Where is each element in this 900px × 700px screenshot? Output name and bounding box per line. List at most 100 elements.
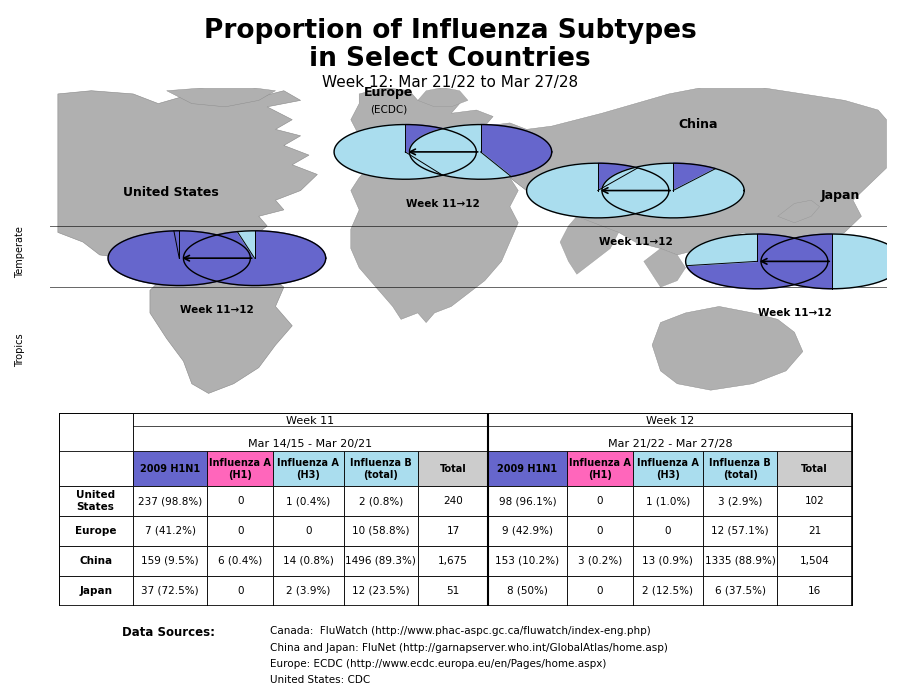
Text: 10 (58.8%): 10 (58.8%) <box>352 526 410 536</box>
Text: Week 11→12: Week 11→12 <box>758 308 832 318</box>
Text: 0: 0 <box>237 496 244 506</box>
Text: United States: United States <box>123 186 219 199</box>
Polygon shape <box>334 125 443 179</box>
Text: 2 (3.9%): 2 (3.9%) <box>286 586 330 596</box>
Polygon shape <box>184 231 326 286</box>
Bar <box>778 546 851 575</box>
Text: Japan: Japan <box>821 189 860 202</box>
Polygon shape <box>673 163 716 190</box>
Bar <box>274 516 344 546</box>
Bar <box>488 452 567 486</box>
Text: Influenza A
(H3): Influenza A (H3) <box>277 458 339 480</box>
Text: 13 (0.9%): 13 (0.9%) <box>643 556 693 566</box>
Polygon shape <box>351 88 535 168</box>
Bar <box>207 516 274 546</box>
Bar <box>633 486 703 516</box>
Text: Week 12: Mar 21/22 to Mar 27/28: Week 12: Mar 21/22 to Mar 27/28 <box>322 75 578 90</box>
Polygon shape <box>652 307 803 390</box>
Polygon shape <box>560 216 618 274</box>
Text: Week 11→12: Week 11→12 <box>598 237 672 247</box>
Bar <box>703 575 778 606</box>
Polygon shape <box>405 125 476 175</box>
Polygon shape <box>150 268 292 393</box>
Text: United States: CDC: United States: CDC <box>270 675 370 685</box>
Bar <box>488 575 567 606</box>
Bar <box>344 575 418 606</box>
Bar <box>274 486 344 516</box>
Text: in Select Countries: in Select Countries <box>310 46 590 71</box>
Bar <box>58 546 133 575</box>
Text: 153 (10.2%): 153 (10.2%) <box>495 556 560 566</box>
Bar <box>418 575 488 606</box>
Bar <box>488 516 567 546</box>
Text: (ECDC): (ECDC) <box>370 105 407 115</box>
Bar <box>207 486 274 516</box>
Bar <box>133 516 207 546</box>
Text: United
States: United States <box>76 490 115 512</box>
Bar <box>418 546 488 575</box>
Text: 0: 0 <box>597 496 603 506</box>
Bar <box>133 413 488 452</box>
Polygon shape <box>174 231 179 258</box>
Text: Europe: Europe <box>364 86 413 99</box>
Polygon shape <box>410 125 511 179</box>
Text: China: China <box>79 556 112 566</box>
Polygon shape <box>526 163 669 218</box>
Text: 51: 51 <box>446 586 460 596</box>
Text: 1,675: 1,675 <box>438 556 468 566</box>
Bar <box>703 486 778 516</box>
Bar <box>488 486 567 516</box>
Text: Influenza B
(total): Influenza B (total) <box>350 458 411 480</box>
Bar <box>344 452 418 486</box>
Polygon shape <box>778 200 820 223</box>
Bar <box>274 546 344 575</box>
Bar <box>703 516 778 546</box>
Text: 9 (42.9%): 9 (42.9%) <box>502 526 553 536</box>
Bar <box>58 486 133 516</box>
Text: 16: 16 <box>808 586 821 596</box>
Text: 1,504: 1,504 <box>799 556 829 566</box>
Text: Proportion of Influenza Subtypes: Proportion of Influenza Subtypes <box>203 18 697 43</box>
Text: 3 (2.9%): 3 (2.9%) <box>718 496 762 506</box>
Bar <box>344 546 418 575</box>
Text: 12 (57.1%): 12 (57.1%) <box>711 526 769 536</box>
Bar <box>207 546 274 575</box>
Bar <box>58 575 133 606</box>
Bar <box>418 516 488 546</box>
Polygon shape <box>108 231 250 286</box>
Bar <box>133 575 207 606</box>
Text: 0: 0 <box>664 526 671 536</box>
Polygon shape <box>351 158 518 323</box>
Text: Week 12

Mar 21/22 - Mar 27/28: Week 12 Mar 21/22 - Mar 27/28 <box>608 416 733 449</box>
Bar <box>778 575 851 606</box>
Text: Europe: ECDC (http://www.ecdc.europa.eu/en/Pages/home.aspx): Europe: ECDC (http://www.ecdc.europa.eu/… <box>270 659 607 668</box>
Text: 2 (12.5%): 2 (12.5%) <box>643 586 693 596</box>
Bar <box>567 486 633 516</box>
Bar <box>133 546 207 575</box>
Text: China and Japan: FluNet (http://garnapserver.who.int/GlobalAtlas/home.asp): China and Japan: FluNet (http://garnapse… <box>270 643 668 652</box>
Polygon shape <box>510 88 886 255</box>
Polygon shape <box>418 88 468 107</box>
Text: 12 (23.5%): 12 (23.5%) <box>352 586 410 596</box>
Text: 2009 H1N1: 2009 H1N1 <box>140 464 200 474</box>
Text: Total: Total <box>439 464 466 474</box>
Polygon shape <box>58 91 318 274</box>
Bar <box>58 452 133 486</box>
Bar <box>418 452 488 486</box>
Text: 3 (0.2%): 3 (0.2%) <box>578 556 622 566</box>
Text: Canada:  FluWatch (http://www.phac-aspc.gc.ca/fluwatch/index-eng.php): Canada: FluWatch (http://www.phac-aspc.g… <box>270 626 651 636</box>
Bar <box>488 546 567 575</box>
Bar <box>274 452 344 486</box>
Bar <box>778 486 851 516</box>
Text: 2 (0.8%): 2 (0.8%) <box>358 496 403 506</box>
Bar <box>488 413 851 452</box>
Bar <box>58 516 133 546</box>
Bar <box>207 452 274 486</box>
Bar <box>567 546 633 575</box>
Bar <box>274 575 344 606</box>
Polygon shape <box>510 152 594 200</box>
Text: 0: 0 <box>305 526 311 536</box>
Text: Total: Total <box>801 464 828 474</box>
Text: 240: 240 <box>443 496 463 506</box>
Text: Europe: Europe <box>75 526 116 536</box>
